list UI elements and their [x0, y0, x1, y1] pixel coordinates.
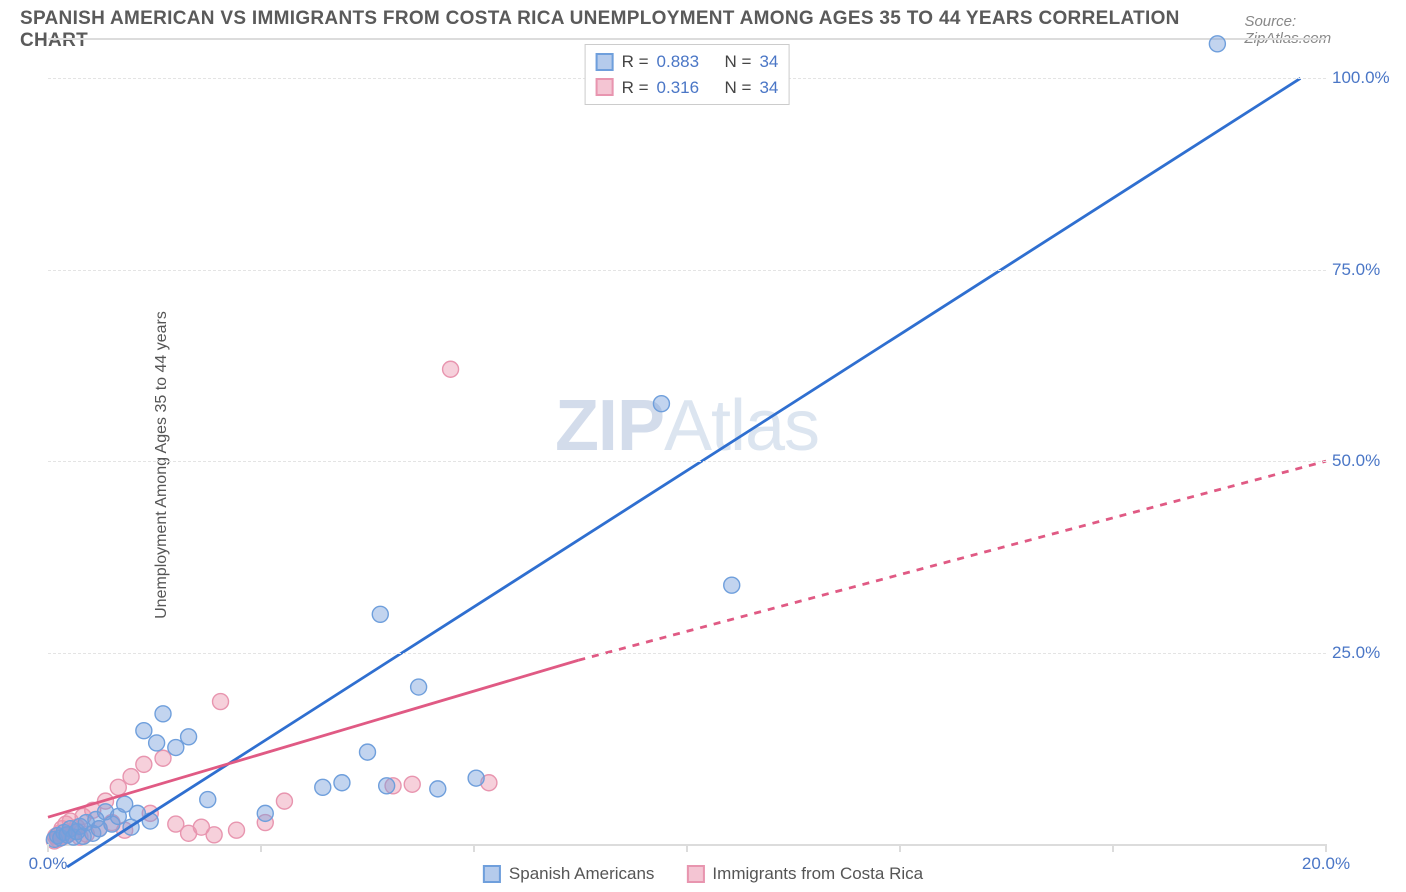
x-tick — [686, 844, 688, 852]
spanish-point — [468, 770, 484, 786]
gridline — [48, 270, 1326, 271]
costarica-point — [443, 361, 459, 377]
spanish-point — [411, 679, 427, 695]
costarica-point — [213, 694, 229, 710]
x-tick — [1112, 844, 1114, 852]
y-tick-label: 100.0% — [1332, 68, 1398, 88]
spanish-point — [334, 775, 350, 791]
legend-label-spanish: Spanish Americans — [509, 864, 655, 884]
gridline — [48, 653, 1326, 654]
swatch-spanish-2 — [483, 865, 501, 883]
spanish-point — [724, 577, 740, 593]
n-label-spanish: N = — [725, 49, 752, 75]
y-tick-label: 75.0% — [1332, 260, 1398, 280]
spanish-point — [430, 781, 446, 797]
swatch-costarica — [596, 78, 614, 96]
chart-svg — [48, 40, 1326, 844]
costarica-point — [206, 827, 222, 843]
r-label-costarica: R = — [622, 75, 649, 101]
legend-stats-row-spanish: R = 0.883 N = 34 — [596, 49, 779, 75]
spanish-point — [181, 729, 197, 745]
plot-area: R = 0.883 N = 34 R = 0.316 N = 34 ZIPAtl… — [48, 38, 1326, 846]
costarica-point — [123, 769, 139, 785]
legend-item-spanish: Spanish Americans — [483, 864, 655, 884]
regression-spanish — [67, 78, 1300, 867]
legend-series: Spanish Americans Immigrants from Costa … — [483, 864, 923, 884]
costarica-point — [404, 776, 420, 792]
regression-costarica-dash — [578, 461, 1326, 660]
spanish-point — [1209, 36, 1225, 52]
r-value-spanish: 0.883 — [657, 49, 700, 75]
spanish-point — [155, 706, 171, 722]
spanish-point — [136, 723, 152, 739]
spanish-point — [379, 778, 395, 794]
x-tick — [1325, 844, 1327, 852]
x-tick — [899, 844, 901, 852]
x-tick — [260, 844, 262, 852]
costarica-point — [276, 793, 292, 809]
costarica-point — [110, 779, 126, 795]
spanish-point — [257, 805, 273, 821]
legend-item-costarica: Immigrants from Costa Rica — [686, 864, 923, 884]
swatch-costarica-2 — [686, 865, 704, 883]
n-label-costarica: N = — [725, 75, 752, 101]
spanish-point — [653, 396, 669, 412]
x-tick — [47, 844, 49, 852]
spanish-point — [200, 792, 216, 808]
legend-label-costarica: Immigrants from Costa Rica — [712, 864, 923, 884]
legend-stats-row-costarica: R = 0.316 N = 34 — [596, 75, 779, 101]
legend-stats: R = 0.883 N = 34 R = 0.316 N = 34 — [585, 44, 790, 105]
n-value-spanish: 34 — [759, 49, 778, 75]
y-tick-label: 50.0% — [1332, 451, 1398, 471]
spanish-point — [315, 779, 331, 795]
regression-costarica-solid — [48, 660, 578, 817]
spanish-point — [372, 606, 388, 622]
chart-wrap: Unemployment Among Ages 35 to 44 years R… — [0, 38, 1406, 892]
costarica-point — [136, 756, 152, 772]
costarica-point — [155, 750, 171, 766]
swatch-spanish — [596, 53, 614, 71]
costarica-point — [229, 822, 245, 838]
spanish-point — [168, 740, 184, 756]
x-tick-label: 0.0% — [29, 854, 68, 874]
n-value-costarica: 34 — [759, 75, 778, 101]
gridline — [48, 461, 1326, 462]
y-tick-label: 25.0% — [1332, 643, 1398, 663]
x-tick — [473, 844, 475, 852]
x-tick-label: 20.0% — [1302, 854, 1350, 874]
spanish-point — [149, 735, 165, 751]
r-value-costarica: 0.316 — [657, 75, 700, 101]
spanish-point — [360, 744, 376, 760]
r-label-spanish: R = — [622, 49, 649, 75]
